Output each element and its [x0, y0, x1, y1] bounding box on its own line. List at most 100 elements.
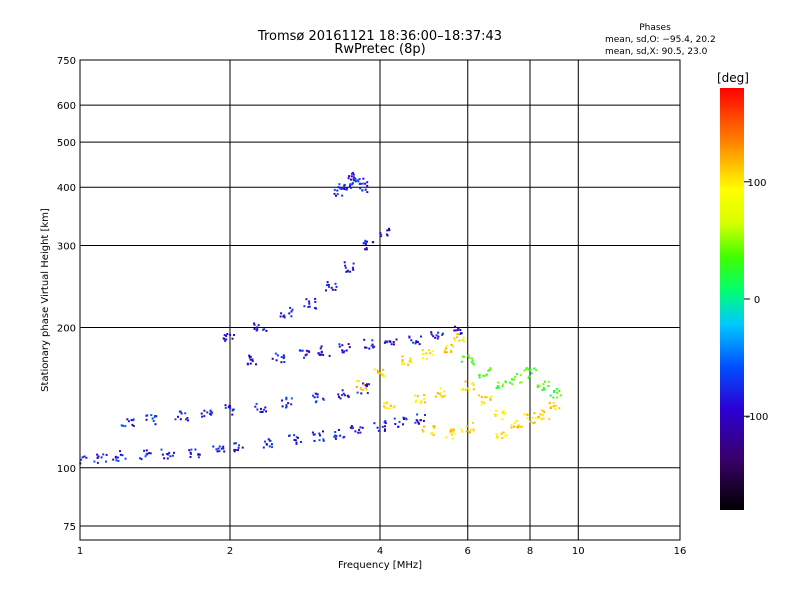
data-point — [331, 288, 334, 291]
data-point — [484, 374, 487, 377]
data-point — [450, 433, 453, 436]
x-tick-label: 6 — [465, 546, 471, 557]
data-point — [421, 349, 424, 352]
phases-heading: Phases — [639, 23, 671, 33]
data-point — [415, 419, 418, 422]
data-point — [552, 396, 555, 399]
data-point — [322, 430, 324, 433]
colorbar-tick-label: 100 — [747, 178, 766, 189]
data-point — [480, 400, 483, 403]
data-point — [357, 431, 360, 434]
data-point — [364, 346, 366, 349]
data-point — [484, 396, 487, 399]
data-point — [283, 316, 286, 319]
data-point — [318, 432, 321, 435]
data-point — [362, 388, 364, 391]
y-tick-label: 750 — [57, 56, 76, 67]
data-point — [263, 328, 266, 331]
data-point — [358, 182, 361, 185]
data-point — [497, 385, 500, 388]
data-point — [440, 394, 443, 397]
data-point — [480, 395, 483, 398]
data-point — [320, 353, 322, 356]
data-point — [217, 447, 220, 450]
data-point — [144, 455, 147, 458]
data-point — [333, 188, 336, 191]
data-point — [347, 177, 350, 180]
data-point — [371, 241, 374, 244]
data-point — [346, 187, 349, 189]
data-point — [384, 425, 386, 428]
data-point — [451, 429, 454, 432]
data-point — [328, 285, 330, 288]
data-point — [352, 171, 354, 174]
data-point — [173, 451, 175, 454]
data-point — [197, 456, 200, 459]
y-tick-label: 75 — [63, 522, 76, 533]
data-point — [337, 186, 340, 189]
data-point — [401, 355, 404, 358]
data-point — [495, 433, 498, 435]
data-point — [339, 397, 342, 400]
data-point — [313, 439, 316, 442]
data-point — [264, 440, 266, 443]
data-point — [379, 232, 382, 235]
data-point — [542, 383, 545, 386]
data-point — [336, 189, 339, 192]
data-point — [402, 416, 405, 419]
data-point — [271, 446, 273, 449]
data-point — [264, 406, 267, 409]
data-point — [334, 288, 337, 291]
colorbar-tick-label: -100 — [746, 412, 769, 423]
data-point — [504, 381, 507, 384]
data-point — [361, 426, 364, 429]
data-point — [283, 361, 286, 363]
y-axis-ticks: 75 100 200 300 400 500 600 750 — [57, 56, 76, 533]
data-point — [149, 452, 152, 455]
data-point — [359, 387, 362, 390]
data-point — [316, 396, 319, 399]
data-point — [186, 417, 189, 419]
data-point — [96, 456, 99, 459]
data-point — [354, 180, 357, 183]
data-point — [336, 193, 339, 196]
data-point — [285, 396, 288, 399]
data-point — [533, 421, 536, 424]
data-point — [547, 380, 550, 383]
data-point — [519, 425, 522, 428]
data-point — [341, 344, 344, 347]
data-point — [222, 445, 225, 448]
data-point — [409, 357, 412, 360]
data-point — [384, 420, 387, 423]
data-point — [520, 425, 523, 428]
data-point — [384, 428, 386, 431]
data-point — [497, 386, 500, 389]
data-point — [344, 266, 347, 269]
data-point — [401, 361, 404, 363]
data-point — [233, 450, 236, 453]
data-point — [489, 368, 492, 371]
data-point — [416, 341, 419, 343]
data-point — [433, 425, 436, 428]
data-point — [293, 439, 296, 441]
data-point — [383, 429, 386, 432]
data-point — [373, 422, 376, 425]
data-point — [541, 389, 544, 392]
data-point — [395, 338, 398, 341]
data-point — [525, 366, 528, 369]
data-point — [541, 413, 544, 416]
data-point — [223, 450, 226, 453]
data-point — [457, 326, 460, 329]
data-point — [443, 349, 446, 352]
data-point — [487, 369, 490, 372]
data-point — [343, 183, 346, 186]
data-point — [549, 405, 552, 408]
data-point — [346, 269, 349, 272]
data-point — [494, 413, 497, 416]
data-point — [97, 455, 100, 458]
data-point — [516, 426, 518, 428]
data-point — [538, 384, 541, 387]
data-point — [554, 404, 557, 407]
data-point — [255, 326, 258, 329]
data-point — [295, 443, 298, 445]
